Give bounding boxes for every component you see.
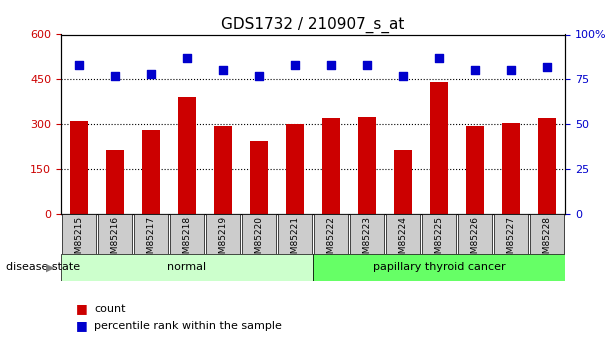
Bar xyxy=(178,97,196,214)
Text: GSM85222: GSM85222 xyxy=(326,216,336,265)
FancyBboxPatch shape xyxy=(170,214,204,254)
Bar xyxy=(430,82,448,214)
FancyBboxPatch shape xyxy=(530,214,564,254)
Bar xyxy=(106,150,124,214)
Bar xyxy=(539,118,556,214)
Point xyxy=(471,68,480,73)
Text: percentile rank within the sample: percentile rank within the sample xyxy=(94,321,282,331)
Bar xyxy=(394,150,412,214)
Point xyxy=(182,55,192,61)
Point xyxy=(542,64,552,70)
Text: GSM85227: GSM85227 xyxy=(507,216,516,265)
FancyBboxPatch shape xyxy=(98,214,132,254)
Text: GSM85224: GSM85224 xyxy=(399,216,408,265)
FancyBboxPatch shape xyxy=(62,214,96,254)
Text: ■: ■ xyxy=(76,302,88,315)
Point xyxy=(74,62,84,68)
Point xyxy=(362,62,372,68)
Text: GSM85219: GSM85219 xyxy=(218,216,227,265)
FancyBboxPatch shape xyxy=(423,214,456,254)
FancyBboxPatch shape xyxy=(313,254,565,281)
Text: GSM85228: GSM85228 xyxy=(543,216,552,265)
Text: GSM85226: GSM85226 xyxy=(471,216,480,265)
Point xyxy=(434,55,444,61)
Text: ■: ■ xyxy=(76,319,88,333)
Text: GSM85221: GSM85221 xyxy=(291,216,300,265)
Bar xyxy=(358,117,376,214)
Text: GSM85218: GSM85218 xyxy=(182,216,192,265)
Text: GSM85223: GSM85223 xyxy=(363,216,371,265)
FancyBboxPatch shape xyxy=(458,214,492,254)
Point xyxy=(506,68,516,73)
Bar xyxy=(502,123,520,214)
Bar xyxy=(250,141,268,214)
Bar xyxy=(466,126,485,214)
Point xyxy=(326,62,336,68)
Point xyxy=(218,68,228,73)
Point xyxy=(146,71,156,77)
Text: disease state: disease state xyxy=(6,263,80,272)
Bar xyxy=(286,124,304,214)
FancyBboxPatch shape xyxy=(350,214,384,254)
Text: GSM85217: GSM85217 xyxy=(147,216,156,265)
FancyBboxPatch shape xyxy=(61,254,313,281)
Point xyxy=(290,62,300,68)
Text: GSM85215: GSM85215 xyxy=(74,216,83,265)
Text: GSM85225: GSM85225 xyxy=(435,216,444,265)
FancyBboxPatch shape xyxy=(278,214,312,254)
Point xyxy=(254,73,264,79)
FancyBboxPatch shape xyxy=(494,214,528,254)
FancyBboxPatch shape xyxy=(242,214,276,254)
Point xyxy=(398,73,408,79)
Text: papillary thyroid cancer: papillary thyroid cancer xyxy=(373,263,506,272)
Text: count: count xyxy=(94,304,126,314)
Bar xyxy=(142,130,160,214)
FancyBboxPatch shape xyxy=(386,214,420,254)
FancyBboxPatch shape xyxy=(314,214,348,254)
Text: ▶: ▶ xyxy=(46,263,55,272)
Title: GDS1732 / 210907_s_at: GDS1732 / 210907_s_at xyxy=(221,17,405,33)
Bar xyxy=(322,118,340,214)
Bar xyxy=(214,126,232,214)
Point xyxy=(110,73,120,79)
Text: GSM85216: GSM85216 xyxy=(111,216,119,265)
Text: normal: normal xyxy=(167,263,207,272)
FancyBboxPatch shape xyxy=(206,214,240,254)
FancyBboxPatch shape xyxy=(134,214,168,254)
Text: GSM85220: GSM85220 xyxy=(255,216,263,265)
Bar xyxy=(70,121,88,214)
